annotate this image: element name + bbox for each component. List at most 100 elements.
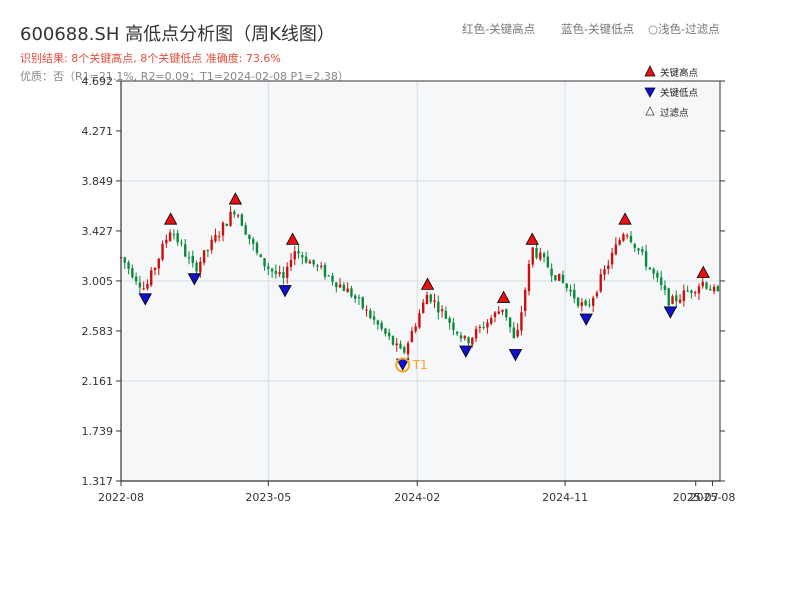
candle-body: [138, 282, 142, 288]
candle-body: [535, 247, 538, 258]
candle-body: [263, 258, 266, 267]
candle-body: [591, 297, 595, 306]
candle-body: [652, 268, 655, 274]
candle-body: [433, 300, 436, 303]
x-tick-label: 2025-07: [673, 491, 719, 504]
key-high-marker: [496, 290, 511, 303]
candle-body: [429, 294, 432, 302]
candle-body: [512, 327, 516, 339]
candle-body: [195, 262, 198, 272]
key-high-marker: [228, 192, 243, 205]
candle-body: [437, 301, 440, 313]
candle-body: [599, 274, 602, 292]
candle-body: [633, 243, 636, 248]
candle-body: [656, 272, 659, 278]
y-tick-label: 1.739: [82, 425, 114, 438]
candle-body: [614, 244, 618, 255]
candle-body: [236, 215, 240, 217]
candle-body: [497, 311, 500, 314]
legend-label: 关键低点: [660, 87, 699, 99]
candle-body: [629, 235, 633, 243]
candle-body: [380, 322, 383, 329]
candle-body: [199, 261, 202, 273]
candle-body: [376, 320, 380, 325]
candle-body: [161, 243, 164, 260]
candle-body: [270, 268, 274, 272]
candle-body: [157, 258, 160, 269]
candle-body: [580, 302, 584, 306]
candle-body: [221, 222, 225, 236]
candle-body: [350, 288, 353, 297]
candle-body: [531, 247, 534, 265]
candle-body: [693, 292, 697, 294]
candle-body: [421, 302, 425, 313]
candle-body: [176, 233, 179, 243]
legend-filtered-icon: [645, 106, 655, 116]
candle-body: [523, 290, 527, 311]
candle-body: [546, 256, 550, 268]
candle-body: [542, 253, 546, 258]
candle-body: [610, 252, 614, 265]
candles: [119, 205, 720, 362]
candle-body: [399, 343, 402, 349]
candle-body: [478, 326, 482, 328]
candle-body: [184, 244, 187, 257]
candle-body: [403, 347, 406, 353]
x-tick-label: 2024-11: [542, 491, 588, 504]
candle-body: [187, 257, 191, 259]
candle-body: [134, 276, 138, 282]
legend-label: 过滤点: [660, 107, 689, 119]
candle-body: [123, 257, 126, 263]
candle-body: [327, 275, 330, 277]
candle-body: [508, 317, 512, 328]
key-high-marker: [285, 232, 300, 245]
candle-body: [675, 295, 678, 302]
candle-body: [172, 234, 176, 236]
axes: 1.317 1.739 2.161 2.583 3.005 3.427 3.849 4.271…: [82, 75, 736, 504]
candle-body: [463, 335, 466, 339]
candle-body: [641, 249, 644, 252]
candle-body: [274, 270, 278, 274]
candle-body: [554, 275, 557, 281]
candle-body: [622, 234, 625, 241]
candle-body: [440, 309, 444, 312]
candle-body: [357, 297, 361, 299]
candle-body: [637, 248, 640, 251]
candle-body: [346, 288, 349, 293]
candle-body: [267, 266, 270, 269]
candle-body: [455, 331, 459, 334]
key-low-marker: [459, 345, 473, 358]
candle-body: [406, 343, 410, 355]
key-low-marker: [663, 306, 678, 319]
candle-body: [202, 250, 206, 263]
candle-body: [365, 309, 368, 311]
candle-body: [316, 265, 319, 267]
candle-body: [218, 236, 221, 238]
candle-body: [709, 288, 712, 291]
candle-body: [607, 265, 610, 269]
candle-body: [168, 232, 172, 242]
candle-body: [516, 329, 519, 337]
key-low-marker: [579, 313, 593, 326]
candle-body: [486, 322, 489, 328]
candle-body: [550, 268, 553, 276]
candle-body: [678, 299, 682, 303]
candle-body: [584, 300, 587, 306]
t1-marker: [395, 357, 411, 373]
candle-body: [372, 316, 376, 320]
candle-body: [395, 343, 398, 346]
candle-body: [384, 328, 387, 334]
candle-body: [569, 289, 572, 292]
candle-body: [282, 272, 285, 279]
candle-body: [414, 326, 417, 332]
y-tick-label: 4.692: [82, 75, 114, 88]
key-high-marker: [696, 265, 710, 278]
candle-body: [625, 235, 629, 237]
candle-body: [595, 292, 599, 297]
candle-body: [527, 264, 531, 292]
candle-body: [501, 309, 504, 312]
x-tick-label: 2024-02: [394, 491, 440, 504]
candle-body: [576, 297, 580, 306]
candle-body: [297, 251, 300, 254]
